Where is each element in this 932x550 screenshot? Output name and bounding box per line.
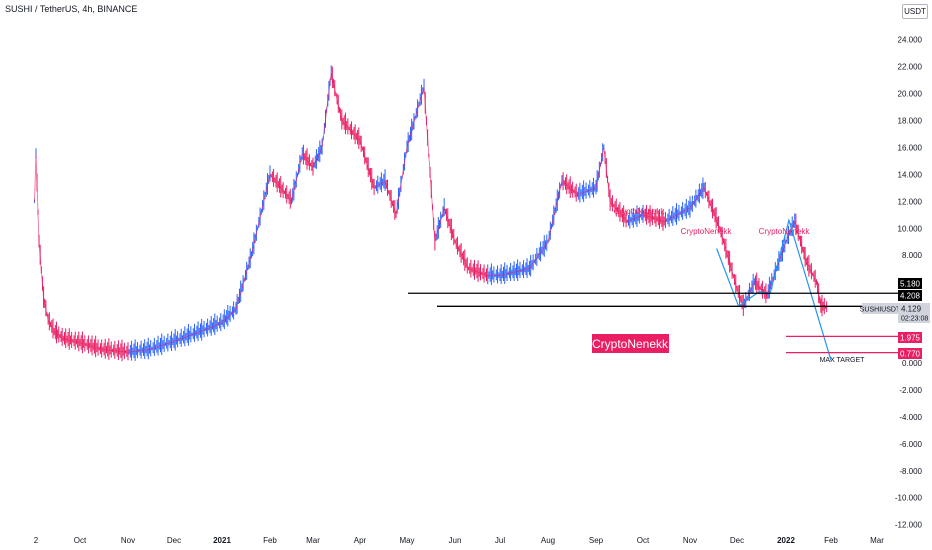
pattern-label-1: CryptoNenekk	[614, 207, 666, 216]
y-tick-label: 8.000	[902, 251, 923, 260]
pattern-line	[716, 217, 832, 361]
x-tick-label: Aug	[541, 536, 555, 545]
tag-countdown: 02:23:08	[901, 316, 928, 323]
y-tick-label: -4.000	[899, 413, 922, 422]
tag-target-2-bg	[898, 348, 922, 359]
x-tick-label: Mar	[306, 536, 320, 545]
y-tick-label: 16.000	[898, 143, 923, 152]
tag-target-1-bg	[898, 332, 922, 343]
x-tick-label: Sep	[589, 536, 604, 545]
y-tick-label: 0.000	[902, 359, 923, 368]
tag-level-upper: 5.180	[900, 280, 921, 289]
y-tick-label: -6.000	[899, 440, 922, 449]
x-tick-label: Dec	[730, 536, 744, 545]
tag-current-price: 4.129	[901, 305, 922, 314]
x-tick-label: 2	[34, 536, 39, 545]
price-series	[33, 65, 828, 362]
tag-symbol: SUSHIUSDT	[860, 307, 901, 314]
pattern-label-3: CryptoNenekk	[759, 227, 811, 236]
x-tick-label: Jun	[449, 536, 462, 545]
x-tick-label: May	[399, 536, 414, 545]
x-tick-label: 2022	[777, 536, 795, 545]
x-tick-label: Oct	[637, 536, 650, 545]
y-tick-label: 14.000	[898, 170, 923, 179]
price-line	[34, 73, 827, 353]
horizontal-levels	[408, 292, 898, 354]
tag-level-upper-bg	[898, 278, 922, 289]
y-tick-label: -2.000	[899, 386, 922, 395]
chart-title: SUSHI / TetherUS, 4h, BINANCE	[5, 4, 138, 14]
y-tick-label: 10.000	[898, 224, 923, 233]
x-tick-label: Nov	[683, 536, 697, 545]
watermark-badge	[592, 334, 669, 353]
x-tick-label: Dec	[167, 536, 181, 545]
tag-symbol-bg	[862, 303, 898, 314]
x-tick-label: Mar	[870, 536, 884, 545]
tag-level-lower-bg	[898, 290, 922, 301]
pattern-overlay	[716, 217, 832, 361]
max-target-label: MAX TARGET	[820, 357, 866, 364]
y-tick-label: 24.000	[898, 36, 923, 45]
tag-current-bg	[898, 303, 930, 323]
y-tick-label: 22.000	[898, 63, 923, 72]
tag-level-lower: 4.208	[900, 292, 921, 301]
x-tick-label: Apr	[354, 536, 367, 545]
y-tick-label: -12.000	[895, 521, 923, 530]
tag-target-1: 1.975	[900, 334, 921, 343]
y-tick-label: -10.000	[895, 494, 923, 503]
pattern-label-2: CryptoNenekk	[681, 227, 733, 236]
y-tick-label: 18.000	[898, 117, 923, 126]
tag-target-2: 0.770	[900, 350, 921, 359]
x-tick-label: Feb	[824, 536, 838, 545]
x-tick-label: Nov	[121, 536, 135, 545]
y-tick-label: -8.000	[899, 467, 922, 476]
x-tick-label: Jul	[495, 536, 505, 545]
price-tags: 5.180 4.208 SUSHIUSDT 4.129 02:23:08 1.9…	[860, 278, 930, 359]
y-tick-label: 12.000	[898, 197, 923, 206]
x-axis: 2 Oct Nov Dec 2021 Feb Mar Apr May Jun Jul Aug Sep Oc…	[34, 536, 884, 545]
y-tick-label: 20.000	[898, 90, 923, 99]
x-tick-label: Feb	[263, 536, 277, 545]
watermark-text: CryptoNenekk	[592, 337, 669, 351]
currency-badge[interactable]: USDT	[902, 4, 928, 19]
x-tick-label: 2021	[213, 536, 231, 545]
x-tick-label: Oct	[74, 536, 87, 545]
